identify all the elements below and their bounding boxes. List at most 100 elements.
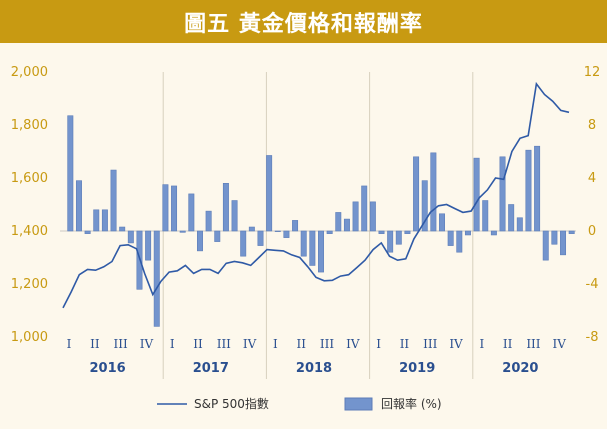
return-bar bbox=[222, 183, 229, 232]
return-bar bbox=[75, 180, 82, 232]
year-label: 2019 bbox=[399, 361, 435, 376]
title-bar: 圖五 黃金價格和報酬率 bbox=[0, 0, 607, 43]
quarter-label: III bbox=[217, 337, 231, 351]
right-tick-label: 0 bbox=[588, 224, 596, 239]
right-tick-label: 12 bbox=[584, 65, 601, 80]
quarter-label: I bbox=[376, 337, 381, 351]
return-bar bbox=[214, 230, 221, 242]
return-bar bbox=[395, 230, 402, 245]
return-bar bbox=[153, 230, 160, 327]
quarter-label: I bbox=[479, 337, 484, 351]
right-tick-label: 8 bbox=[588, 118, 596, 133]
left-tick-label: 1,800 bbox=[11, 118, 48, 133]
right-tick-label: 4 bbox=[588, 171, 596, 186]
chart-canvas: 1,000 1,200 1,400 1,600 1,800 2,000 -8 -4 0 4 8 12… bbox=[11, 65, 601, 411]
return-bar bbox=[542, 230, 549, 261]
quarter-label: II bbox=[193, 337, 203, 351]
left-tick-label: 1,400 bbox=[11, 224, 48, 239]
return-bar bbox=[67, 115, 74, 232]
return-bar bbox=[300, 230, 307, 257]
return-bar bbox=[534, 145, 541, 232]
return-bar bbox=[179, 230, 186, 233]
right-tick-label: -4 bbox=[586, 277, 599, 292]
return-bar bbox=[464, 230, 471, 236]
return-bar bbox=[369, 201, 376, 232]
legend: S&P 500指數 回報率 (%) bbox=[157, 396, 442, 411]
return-bar bbox=[456, 230, 463, 253]
return-bar bbox=[413, 156, 420, 232]
return-bar bbox=[551, 230, 558, 245]
year-label: 2020 bbox=[502, 361, 538, 376]
right-axis-ticks: -8 -4 0 4 8 12 bbox=[584, 65, 601, 345]
return-bar bbox=[352, 201, 359, 232]
quarter-label: II bbox=[400, 337, 410, 351]
price-line bbox=[62, 81, 570, 309]
left-axis-ticks: 1,000 1,200 1,400 1,600 1,800 2,000 bbox=[11, 65, 48, 345]
return-bar bbox=[127, 230, 134, 244]
return-bar bbox=[309, 230, 316, 266]
return-bar bbox=[525, 149, 532, 232]
return-bar bbox=[145, 230, 152, 261]
quarter-label: IV bbox=[449, 337, 463, 351]
return-bar bbox=[248, 226, 255, 232]
return-bar bbox=[421, 180, 428, 232]
quarter-label: I bbox=[273, 337, 278, 351]
return-bar bbox=[378, 230, 385, 234]
quarter-label: III bbox=[423, 337, 437, 351]
quarter-label: I bbox=[170, 337, 175, 351]
return-bar bbox=[197, 230, 203, 252]
quarter-label: IV bbox=[243, 337, 257, 351]
return-bar bbox=[101, 209, 108, 232]
return-bar bbox=[499, 156, 506, 232]
return-bar bbox=[110, 169, 117, 232]
quarter-label: II bbox=[90, 337, 100, 351]
return-bar bbox=[361, 185, 368, 232]
chart-title: 圖五 黃金價格和報酬率 bbox=[184, 11, 423, 37]
return-bar bbox=[231, 200, 238, 232]
return-bar bbox=[430, 152, 437, 232]
left-tick-label: 2,000 bbox=[11, 65, 48, 80]
return-bar bbox=[292, 220, 299, 232]
left-tick-label: 1,000 bbox=[11, 330, 48, 345]
year-label: 2016 bbox=[90, 361, 126, 376]
return-bar bbox=[473, 157, 480, 232]
return-bar bbox=[162, 184, 169, 232]
bar-series bbox=[67, 115, 575, 327]
return-bar bbox=[439, 213, 445, 232]
quarter-label: IV bbox=[140, 337, 154, 351]
return-bar bbox=[188, 193, 195, 232]
year-label: 2018 bbox=[296, 361, 332, 376]
return-bar bbox=[326, 230, 333, 234]
right-tick-label: -8 bbox=[586, 330, 599, 345]
quarter-label: I bbox=[67, 337, 72, 351]
quarter-label: IV bbox=[553, 337, 567, 351]
quarter-label: II bbox=[296, 337, 306, 351]
return-bar bbox=[490, 230, 497, 236]
quarter-label: III bbox=[320, 337, 334, 351]
quarter-label: III bbox=[114, 337, 128, 351]
return-bar bbox=[171, 185, 178, 232]
left-tick-label: 1,200 bbox=[11, 277, 48, 292]
legend-bar-label: 回報率 (%) bbox=[381, 396, 442, 411]
quarter-label: IV bbox=[346, 337, 360, 351]
return-bar bbox=[447, 230, 454, 246]
return-bar bbox=[335, 212, 342, 232]
return-bar bbox=[404, 230, 411, 234]
return-bar bbox=[387, 230, 394, 253]
return-bar bbox=[266, 155, 273, 232]
return-bar bbox=[257, 230, 264, 246]
return-bar bbox=[560, 230, 567, 256]
return-bar bbox=[274, 230, 281, 232]
quarter-label: II bbox=[503, 337, 513, 351]
return-bar bbox=[318, 230, 324, 273]
legend-bar-swatch bbox=[344, 397, 373, 411]
return-bar bbox=[119, 226, 126, 232]
return-bar bbox=[516, 217, 523, 232]
year-label: 2017 bbox=[193, 361, 229, 376]
return-bar bbox=[508, 204, 515, 232]
left-tick-label: 1,600 bbox=[11, 171, 48, 186]
return-bar bbox=[343, 218, 350, 232]
return-bar bbox=[283, 230, 290, 238]
